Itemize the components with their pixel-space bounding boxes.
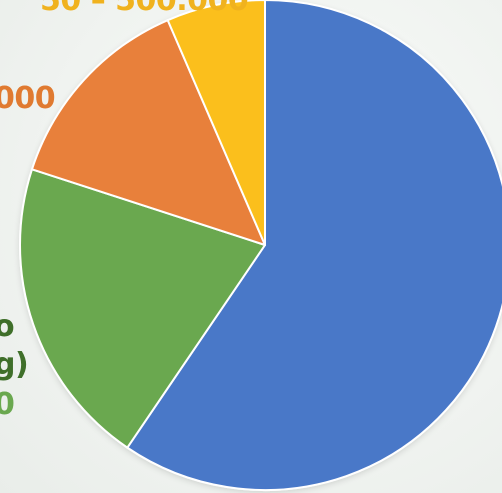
pie-slice-orange bbox=[30, 19, 266, 246]
pie-slice-yellow bbox=[166, 0, 266, 246]
pie-slice-blue bbox=[126, 0, 502, 491]
label-green-slice-line-1: o bbox=[0, 309, 15, 344]
label-green-slice-line-3: 0 bbox=[0, 387, 15, 422]
label-green-slice-line-2: g) bbox=[0, 347, 29, 382]
label-orange-slice: 000 bbox=[0, 81, 56, 116]
label-yellow-slice: 50 – 500.000 bbox=[40, 0, 249, 18]
pie-slice-green bbox=[19, 168, 266, 449]
